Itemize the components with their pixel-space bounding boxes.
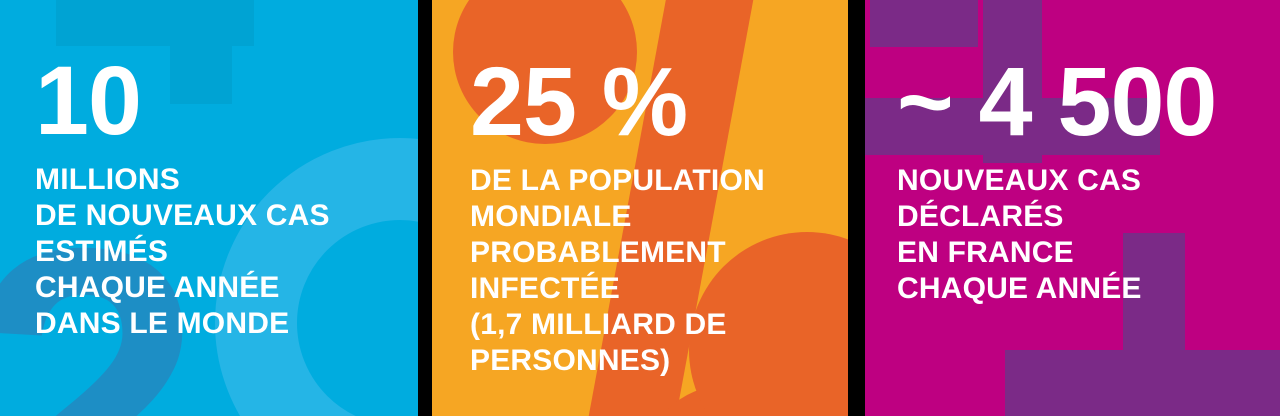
plus-cross-horizontal-bar xyxy=(1005,350,1280,416)
stat-panel-world-cases: 2 10 MILLIONS DE NOUVEAUX CAS ESTIMÉS CH… xyxy=(0,0,418,416)
stat-label-france: NOUVEAUX CAS DÉCLARÉS EN FRANCE CHAQUE A… xyxy=(897,163,1216,307)
stat-value-france: ~ 4 500 xyxy=(897,47,1217,156)
stat-label-line: DÉCLARÉS xyxy=(897,200,1064,233)
stat-value-population: 25 % xyxy=(470,47,688,156)
orange-panel-content: 25 % DE LA POPULATION MONDIALE PROBABLEM… xyxy=(470,53,765,379)
stat-label-line: INFECTÉE xyxy=(470,272,620,305)
stat-label-line: DE NOUVEAUX CAS xyxy=(35,199,330,232)
stat-label-line: CHAQUE ANNÉE xyxy=(35,271,280,304)
stat-label-world: MILLIONS DE NOUVEAUX CAS ESTIMÉS CHAQUE … xyxy=(35,162,330,342)
plus-cross-block xyxy=(870,0,978,47)
orange-panel-decor xyxy=(432,0,848,416)
plus-shape-vertical-bar xyxy=(170,0,232,104)
stat-label-line: CHAQUE ANNÉE xyxy=(897,272,1142,305)
stat-panel-population-infected: 25 % DE LA POPULATION MONDIALE PROBABLEM… xyxy=(432,0,848,416)
stat-label-line: MONDIALE xyxy=(470,200,632,233)
stat-label-line: DE LA POPULATION xyxy=(470,164,765,197)
stat-label-line: NOUVEAUX CAS xyxy=(897,164,1142,197)
stat-label-line: PROBABLEMENT xyxy=(470,236,726,269)
percent-shape-top-circle xyxy=(453,0,637,144)
stat-label-line: ESTIMÉS xyxy=(35,235,169,268)
magenta-panel-decor xyxy=(865,0,1280,416)
stat-panel-france-cases: ~ 4 500 NOUVEAUX CAS DÉCLARÉS EN FRANCE … xyxy=(865,0,1280,416)
stat-label-line: PERSONNES) xyxy=(470,344,671,377)
stat-label-line: DANS LE MONDE xyxy=(35,307,290,340)
plus-cross-horizontal-bar xyxy=(865,98,1160,155)
blue-panel-content: 10 MILLIONS DE NOUVEAUX CAS ESTIMÉS CHAQ… xyxy=(35,52,330,342)
stat-label-line: MILLIONS xyxy=(35,163,180,196)
stat-label-line: (1,7 MILLIARD DE xyxy=(470,308,727,341)
decorative-digit-2: 2 xyxy=(0,160,205,416)
stat-label-population: DE LA POPULATION MONDIALE PROBABLEMENT I… xyxy=(470,163,765,379)
stat-value-world: 10 xyxy=(35,46,142,155)
stat-label-line: EN FRANCE xyxy=(897,236,1074,269)
blue-panel-decor: 2 xyxy=(0,0,418,416)
magenta-panel-content: ~ 4 500 NOUVEAUX CAS DÉCLARÉS EN FRANCE … xyxy=(897,47,1217,307)
